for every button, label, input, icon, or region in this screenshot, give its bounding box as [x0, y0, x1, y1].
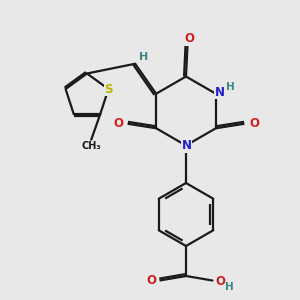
Text: O: O	[146, 274, 156, 287]
Text: CH₃: CH₃	[81, 141, 101, 151]
Text: S: S	[104, 82, 112, 95]
Text: O: O	[215, 274, 225, 288]
Text: O: O	[184, 32, 194, 46]
Text: O: O	[249, 117, 259, 130]
Text: H: H	[139, 52, 148, 62]
Text: H: H	[225, 282, 234, 292]
Text: N: N	[214, 86, 224, 99]
Text: H: H	[226, 82, 235, 92]
Text: N: N	[182, 139, 192, 152]
Text: O: O	[113, 117, 123, 130]
